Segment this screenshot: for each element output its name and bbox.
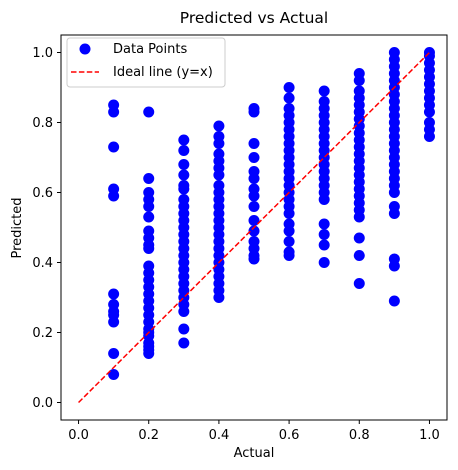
data-point	[108, 141, 120, 153]
legend: Data Points Ideal line (y=x)	[66, 37, 226, 88]
y-axis-ticks: 0.0 0.2 0.4 0.6 0.8 1.0	[32, 46, 61, 411]
data-point	[353, 75, 365, 86]
data-point	[353, 211, 365, 223]
series-ideal-line-y-x	[78, 51, 430, 404]
data-point	[108, 348, 120, 359]
x-tick-label: 0.4	[209, 428, 230, 443]
data-point	[283, 250, 295, 261]
y-tick-label: 0.0	[32, 396, 53, 411]
data-point	[248, 253, 260, 265]
x-tick-label: 0.6	[279, 428, 300, 443]
data-point	[388, 187, 400, 198]
ideal-line	[78, 51, 430, 404]
data-point	[178, 183, 190, 195]
data-point	[318, 194, 330, 205]
data-point	[143, 173, 155, 184]
data-point	[248, 190, 260, 202]
data-point	[353, 250, 365, 261]
legend-label-ideal-line: Ideal line (y=x)	[113, 65, 213, 80]
plot-frame	[60, 34, 448, 421]
y-tick-label: 0.6	[32, 186, 53, 201]
data-point	[423, 131, 435, 142]
data-point	[353, 278, 365, 289]
data-point	[143, 211, 155, 223]
data-point	[318, 218, 330, 230]
data-point	[248, 138, 260, 149]
y-tick-label: 1.0	[32, 46, 53, 61]
data-point	[318, 239, 330, 251]
data-point	[143, 106, 155, 118]
data-point	[248, 201, 260, 212]
y-tick-label: 0.2	[32, 326, 53, 341]
x-axis-ticks: 0.0 0.2 0.4 0.6 0.8 1.0	[68, 420, 440, 443]
x-tick-label: 0.8	[349, 428, 370, 443]
legend-frame	[66, 37, 226, 88]
series-data-points	[108, 47, 435, 380]
data-point	[178, 337, 190, 349]
data-point	[318, 85, 330, 97]
data-point	[178, 169, 190, 181]
data-point	[388, 208, 400, 219]
data-point	[178, 134, 190, 146]
data-point	[318, 257, 330, 268]
data-point	[388, 295, 400, 307]
legend-marker-data-points	[79, 43, 91, 55]
data-point	[178, 159, 190, 170]
data-point	[283, 208, 295, 219]
x-tick-label: 0.0	[68, 428, 89, 443]
y-tick-label: 0.4	[32, 256, 53, 271]
data-point	[248, 215, 260, 226]
data-point	[248, 225, 260, 237]
data-layer	[78, 47, 435, 404]
data-point	[283, 225, 295, 237]
y-axis-title: Predicted	[10, 197, 25, 258]
data-point	[108, 369, 120, 380]
data-point	[143, 348, 155, 359]
data-point	[213, 169, 225, 181]
x-tick-label: 1.0	[419, 428, 440, 443]
x-axis-title: Actual	[234, 446, 275, 461]
data-point	[108, 106, 120, 118]
data-point	[388, 260, 400, 272]
chart-title: Predicted vs Actual	[180, 9, 328, 27]
data-point	[178, 145, 190, 156]
data-point	[143, 201, 155, 212]
data-point	[248, 152, 260, 163]
legend-label-data-points: Data Points	[113, 42, 187, 57]
data-point	[318, 229, 330, 240]
data-point	[248, 173, 260, 184]
data-point	[283, 92, 295, 104]
data-point	[283, 82, 295, 93]
data-point	[283, 236, 295, 247]
data-point	[178, 306, 190, 317]
data-point	[248, 106, 260, 118]
data-point	[108, 190, 120, 202]
data-point	[108, 316, 120, 328]
data-point	[108, 288, 120, 300]
x-tick-label: 0.2	[138, 428, 159, 443]
data-point	[143, 243, 155, 254]
data-point	[423, 106, 435, 118]
data-point	[178, 323, 190, 335]
y-tick-label: 0.8	[32, 116, 53, 131]
data-point	[353, 232, 365, 244]
data-point	[213, 138, 225, 149]
data-point	[213, 120, 225, 132]
data-point	[213, 292, 225, 303]
